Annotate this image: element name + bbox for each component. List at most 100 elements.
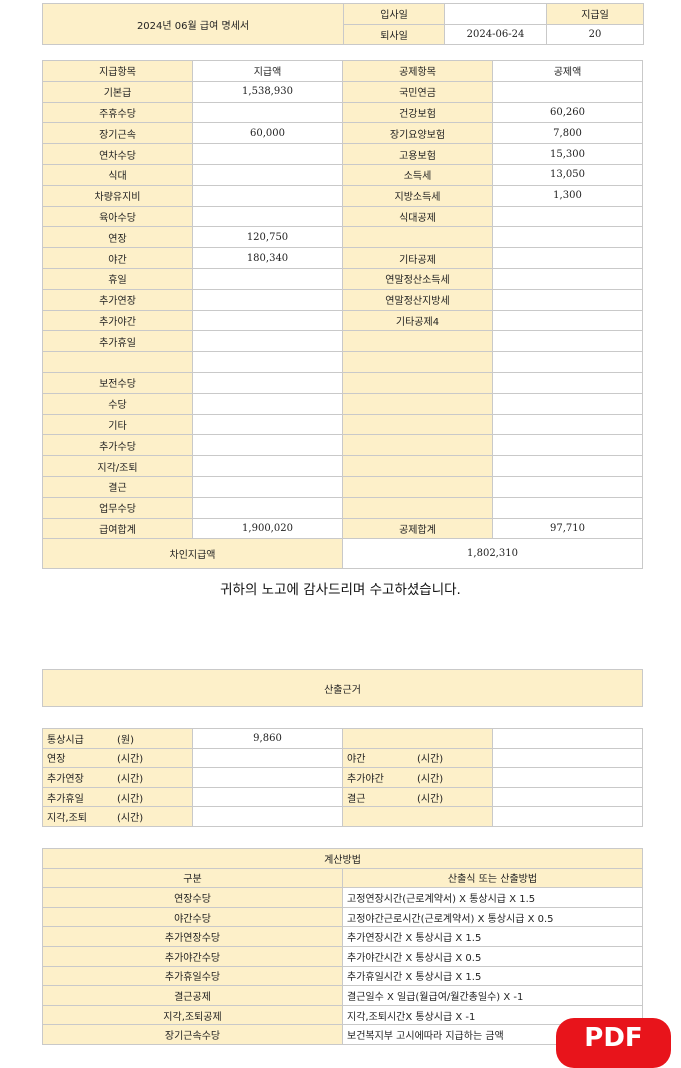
- table-row: 야간수당 고정야간근로시간(근로계약서) X 통상시급 X 0.5: [42, 906, 643, 928]
- table-row: 업무수당: [42, 496, 643, 519]
- method-item: 야간수당: [42, 906, 343, 928]
- table-row: 추가연장수당 추가연장시간 X 통상시급 X 1.5: [42, 926, 643, 947]
- deduction-amount: [492, 475, 643, 498]
- column-header: 산출식 또는 산출방법: [342, 867, 643, 889]
- hours-unit: (시간): [117, 793, 144, 805]
- deduction-amount: [492, 413, 643, 436]
- table-row: 장기근속수당 보건복지부 고시에따라 지급하는 금액: [42, 1024, 643, 1045]
- table-row: 연장 (시간) 야간 (시간): [42, 747, 643, 769]
- payday-value: 20: [546, 23, 644, 45]
- deduction-amount: 60,260: [492, 101, 643, 124]
- table-row: 장기근속 60,000 장기요양보험 7,800: [42, 122, 643, 145]
- hours-label: 야간 (시간): [342, 747, 493, 769]
- pay-amount: [192, 163, 343, 186]
- hours-item: 결근: [347, 793, 366, 805]
- method-table: 계산방법 구분 산출식 또는 산출방법 연장수당 고정연장시간(근로계약서) X 통상시…: [42, 848, 643, 1045]
- statement-title: 2024년 06월 급여 명세서: [42, 3, 344, 45]
- pay-amount: [192, 392, 343, 415]
- pay-item-label: 업무수당: [42, 496, 193, 519]
- hours-table: 통상시급 (원) 9,860 연장 (시간) 야간 (시간) 추가연장 (시간) 추가야간 (시간)…: [42, 728, 643, 827]
- deduction-item-label: 국민연금: [342, 80, 493, 103]
- pay-amount: [192, 101, 343, 124]
- hours-unit: (시간): [417, 754, 444, 766]
- leave-date-label: 퇴사일: [343, 23, 445, 45]
- deduction-item-label: [342, 455, 493, 477]
- pay-amount: [192, 455, 343, 477]
- pay-table: 지급항목 지급액 공제항목 공제액 기본급 1,538,930 국민연금 주휴수당 건강보험 60…: [42, 60, 643, 570]
- deduction-amount: [492, 496, 643, 519]
- table-row: 기타: [42, 413, 643, 436]
- pay-amount: [192, 434, 343, 457]
- table-row: 연장 120,750: [42, 226, 643, 249]
- table-row: 육아수당 식대공제: [42, 205, 643, 228]
- method-title: 계산방법: [42, 848, 643, 869]
- hours-label: 결근 (시간): [342, 786, 493, 808]
- hours-unit: (시간): [417, 773, 444, 785]
- table-row: 추가야간수당 추가야간시간 X 통상시급 X 0.5: [42, 945, 643, 967]
- deduction-item-label: [342, 413, 493, 436]
- pay-amount: [192, 143, 343, 165]
- pay-amount: [192, 184, 343, 207]
- deduction-amount: [492, 330, 643, 353]
- pdf-badge-button[interactable]: PDF: [556, 1018, 671, 1068]
- deduction-amount: [492, 288, 643, 311]
- table-row: 결근: [42, 475, 643, 498]
- deduction-item-label: 공제합계: [342, 517, 493, 540]
- pay-amount: [192, 496, 343, 519]
- hours-label: 추가연장 (시간): [42, 767, 193, 788]
- net-pay-row: 차인지급액 1,802,310: [42, 538, 643, 570]
- method-formula: 고정연장시간(근로계약서) X 통상시급 X 1.5: [342, 887, 643, 908]
- table-row: 급여합계 1,900,020 공제합계 97,710: [42, 517, 643, 540]
- method-item: 장기근속수당: [42, 1024, 343, 1045]
- column-header: 공제액: [492, 60, 643, 82]
- table-row: 추가연장 (시간) 추가야간 (시간): [42, 767, 643, 788]
- statement-header: 2024년 06월 급여 명세서 입사일 지급일 퇴사일 2024-06-24 …: [42, 3, 644, 45]
- deduction-item-label: [342, 351, 493, 373]
- pay-item-label: [42, 351, 193, 373]
- deduction-item-label: 소득세: [342, 163, 493, 186]
- hours-unit: (시간): [417, 793, 444, 805]
- hours-item: 야간: [347, 754, 366, 766]
- deduction-item-label: [342, 330, 493, 353]
- table-row: 차량유지비 지방소득세 1,300: [42, 184, 643, 207]
- hours-value: [192, 786, 343, 808]
- method-item: 결근공제: [42, 985, 343, 1006]
- table-row: 식대 소득세 13,050: [42, 163, 643, 186]
- column-header: 지급항목: [42, 60, 193, 82]
- deduction-amount: [492, 205, 643, 228]
- pay-amount: [192, 267, 343, 290]
- table-row: 보전수당: [42, 371, 643, 394]
- pay-item-label: 야간: [42, 247, 193, 269]
- deduction-amount: [492, 247, 643, 269]
- pay-item-label: 추가휴일: [42, 330, 193, 353]
- deduction-item-label: 장기요양보험: [342, 122, 493, 145]
- pay-item-label: 추가수당: [42, 434, 193, 457]
- table-row: 추가연장 연말정산지방세: [42, 288, 643, 311]
- table-row: 연장수당 고정연장시간(근로계약서) X 통상시급 X 1.5: [42, 887, 643, 908]
- deduction-amount: 7,800: [492, 122, 643, 145]
- pay-amount: [192, 475, 343, 498]
- hours-item: 연장: [47, 754, 66, 766]
- table-row: 추가야간 기타공제4: [42, 309, 643, 332]
- hours-label: 추가휴일 (시간): [42, 786, 193, 808]
- hours-value: [492, 786, 643, 808]
- pay-item-label: 급여합계: [42, 517, 193, 540]
- deduction-amount: [492, 309, 643, 332]
- method-formula: 추가연장시간 X 통상시급 X 1.5: [342, 926, 643, 947]
- deduction-amount: [492, 434, 643, 457]
- pay-item-label: 주휴수당: [42, 101, 193, 124]
- method-formula: 추가휴일시간 X 통상시급 X 1.5: [342, 965, 643, 987]
- hours-value: [492, 767, 643, 788]
- payday-label: 지급일: [546, 3, 644, 25]
- table-row: 지각/조퇴: [42, 455, 643, 477]
- pay-item-label: 수당: [42, 392, 193, 415]
- deduction-amount: 15,300: [492, 143, 643, 165]
- pay-item-label: 추가연장: [42, 288, 193, 311]
- pay-amount: 1,538,930: [192, 80, 343, 103]
- pay-amount: 1,900,020: [192, 517, 343, 540]
- pay-amount: 120,750: [192, 226, 343, 249]
- hours-value: [492, 747, 643, 769]
- pay-amount: [192, 371, 343, 394]
- deduction-amount: [492, 392, 643, 415]
- pay-item-label: 연차수당: [42, 143, 193, 165]
